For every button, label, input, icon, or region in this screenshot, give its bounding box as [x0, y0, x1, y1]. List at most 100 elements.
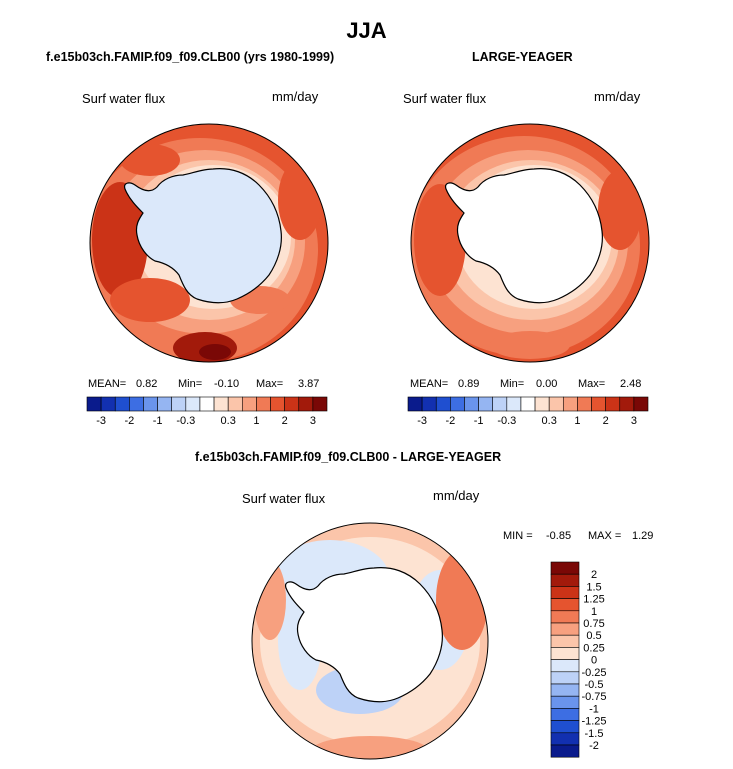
colorbar-box: [550, 720, 580, 734]
diff-map: [251, 522, 489, 760]
colorbar-tick-label: 1: [591, 606, 597, 618]
colorbar-tick-label: 2: [603, 415, 609, 427]
colorbar-box: [157, 396, 173, 412]
left-panel-title: f.e15b03ch.FAMIP.f09_f09.CLB00 (yrs 1980…: [46, 50, 335, 64]
colorbar-box: [435, 396, 451, 412]
figure-title: JJA: [346, 18, 387, 43]
left-units-label: mm/day: [272, 89, 319, 104]
colorbar-box: [421, 396, 437, 412]
colorbar-tick-label: -2: [589, 740, 599, 752]
right-panel-title: LARGE-YEAGER: [472, 50, 573, 64]
colorbar-tick-label: -1.5: [585, 728, 604, 740]
left-max-label: Max=: [256, 378, 284, 390]
colorbar-tick-label: -1.25: [581, 716, 606, 728]
colorbar-box: [256, 396, 271, 412]
colorbar-box: [114, 396, 130, 412]
colorbar-tick-label: -0.25: [581, 667, 606, 679]
colorbar-box: [562, 396, 578, 412]
colorbar-box: [577, 396, 592, 412]
colorbar-box: [550, 610, 580, 624]
colorbar-box: [213, 396, 229, 412]
colorbar-box: [478, 396, 494, 412]
colorbar-box: [450, 396, 465, 412]
right-max-label: Max=: [578, 378, 606, 390]
colorbar-box: [550, 695, 580, 709]
colorbar-box: [129, 396, 144, 412]
right-min-value: 0.00: [536, 378, 558, 390]
left-max-value: 3.87: [298, 378, 320, 390]
colorbar-box: [407, 396, 423, 412]
colorbar-box: [550, 659, 580, 673]
left-colorbar: -3 -2 -1 -0.3 0.3 1 2 3: [86, 396, 328, 427]
colorbar-box: [520, 396, 536, 412]
colorbar-tick-label: 0.25: [583, 642, 604, 654]
left-mean-value: 0.82: [136, 378, 158, 390]
diff-variable-label: Surf water flux: [242, 491, 326, 506]
right-max-value: 2.48: [620, 378, 642, 390]
colorbar-tick-label: 0.3: [221, 415, 236, 427]
colorbar-tick-label: -1: [153, 415, 163, 427]
colorbar-tick-label: -3: [417, 415, 427, 427]
colorbar-box: [619, 396, 635, 412]
colorbar-box: [550, 683, 580, 697]
colorbar-tick-label: 1.5: [586, 581, 601, 593]
left-min-label: Min=: [178, 378, 203, 390]
colorbar-box: [464, 396, 479, 412]
diff-min-label: MIN =: [503, 530, 533, 542]
colorbar-box: [298, 396, 314, 412]
colorbar-tick-label: -2: [445, 415, 455, 427]
colorbar-tick-label: -0.5: [585, 679, 604, 691]
colorbar-tick-label: 1: [253, 415, 259, 427]
diff-min-value: -0.85: [546, 530, 572, 542]
colorbar-tick-label: 3: [631, 415, 637, 427]
colorbar-box: [143, 396, 158, 412]
diff-max-value: 1.29: [632, 530, 654, 542]
colorbar-tick-label: 0.3: [542, 415, 557, 427]
colorbar-tick-label: 3: [310, 415, 316, 427]
colorbar-tick-label: -2: [124, 415, 134, 427]
colorbar-box: [492, 396, 508, 412]
colorbar-tick-label: -3: [96, 415, 106, 427]
colorbar-box: [100, 396, 116, 412]
colorbar-box: [185, 396, 201, 412]
colorbar-box: [550, 708, 580, 721]
colorbar-box: [548, 396, 564, 412]
colorbar-box: [550, 586, 580, 599]
colorbar-tick-label: -1: [474, 415, 484, 427]
colorbar-box: [633, 396, 649, 412]
colorbar-box: [550, 671, 580, 685]
colorbar-tick-label: -0.3: [497, 415, 516, 427]
colorbar-box: [270, 396, 285, 412]
colorbar-box: [550, 573, 580, 587]
diff-colorbar: 21.51.2510.750.50.250-0.25-0.5-0.75-1-1.…: [550, 561, 607, 758]
colorbar-box: [605, 396, 621, 412]
colorbar-tick-label: 0: [591, 655, 597, 667]
right-mean-label: MEAN=: [410, 378, 449, 390]
colorbar-box: [550, 744, 580, 758]
colorbar-tick-label: -1: [589, 703, 599, 715]
colorbar-tick-label: -0.3: [176, 415, 195, 427]
colorbar-tick-label: 1: [574, 415, 580, 427]
colorbar-box: [550, 561, 580, 575]
colorbar-tick-label: 0.75: [583, 618, 604, 630]
colorbar-box: [227, 396, 243, 412]
colorbar-box: [199, 396, 215, 412]
right-min-label: Min=: [500, 378, 525, 390]
left-map: [89, 123, 329, 363]
colorbar-box: [534, 396, 550, 412]
right-units-label: mm/day: [594, 89, 641, 104]
left-mean-label: MEAN=: [88, 378, 127, 390]
diff-panel-title: f.e15b03ch.FAMIP.f09_f09.CLB00 - LARGE-Y…: [195, 450, 502, 464]
colorbar-box: [550, 732, 580, 746]
diff-units-label: mm/day: [433, 488, 480, 503]
colorbar-tick-label: 2: [282, 415, 288, 427]
left-min-value: -0.10: [214, 378, 240, 390]
right-map: [410, 123, 650, 363]
colorbar-box: [171, 396, 187, 412]
diff-max-label: MAX =: [588, 530, 622, 542]
colorbar-tick-label: -0.75: [581, 691, 606, 703]
colorbar-tick-label: 2: [591, 569, 597, 581]
colorbar-box: [550, 622, 580, 636]
right-colorbar: -3 -2 -1 -0.3 0.3 1 2 3: [407, 396, 649, 427]
